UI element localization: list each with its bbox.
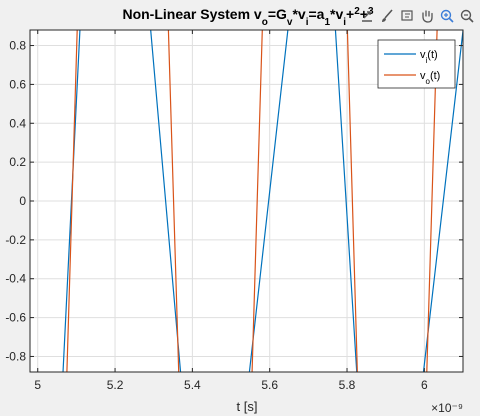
x-axis-exponent: ×10⁻⁹ [431,401,463,415]
title-part: i [306,17,309,28]
y-tick-label: 0.4 [9,116,26,130]
x-axis-label: t [s] [237,399,258,414]
zoom-out-icon[interactable] [457,7,476,25]
axes-toolbar [357,7,480,25]
datatip-icon[interactable] [397,7,416,25]
zoom-in-icon[interactable] [437,7,456,25]
x-tick-label: 6 [421,378,428,392]
y-tick-label: -0.2 [5,233,26,247]
title-part: + [360,6,368,22]
title-part: 3 [368,6,374,17]
x-tick-label: 5.4 [184,378,201,392]
legend: vi(t) vo(t) [377,39,456,89]
y-tick-label: -0.4 [5,272,26,286]
export-icon[interactable] [357,7,376,25]
series-line-vi [62,30,463,372]
x-tick-label: 5.8 [339,378,356,392]
ticks: 5 5.2 5.4 5.6 5.8 6 -0.8 -0.6 -0.4 -0.2 0 0.2 0.4 0.6… [5,30,463,392]
series-lines [62,30,463,372]
legend-entry: vo(t) [420,70,440,86]
title-part: v [287,17,293,28]
title-part: Non-Linear System v [122,6,261,22]
brush-icon[interactable] [377,7,396,25]
y-tick-label: -0.6 [5,311,26,325]
y-tick-label: 0 [19,194,26,208]
series-line-vo [66,30,438,372]
title-part: i [343,17,346,28]
title-part: o [262,17,268,28]
y-tick-label: -0.8 [5,349,26,363]
y-tick-label: 0.8 [9,39,26,53]
pan-icon[interactable] [417,7,436,25]
title-part: *v [330,6,343,22]
x-tick-label: 5.6 [261,378,278,392]
chart-title: Non-Linear System vo=Gv*vi=a1*vi+2+3 [122,6,374,28]
y-tick-label: 0.6 [9,77,26,91]
x-tick-label: 5.2 [107,378,124,392]
title-part: 1 [324,17,330,28]
legend-box [377,39,456,89]
grid [30,30,463,372]
y-tick-label: 0.2 [9,155,26,169]
x-tick-label: 5 [34,378,41,392]
title-part: =G [268,6,287,22]
title-part: *v [292,6,305,22]
title-part: 2 [354,6,360,17]
title-part: =a [308,6,324,22]
title-part: + [346,6,354,22]
legend-entry: vi(t) [420,49,438,65]
